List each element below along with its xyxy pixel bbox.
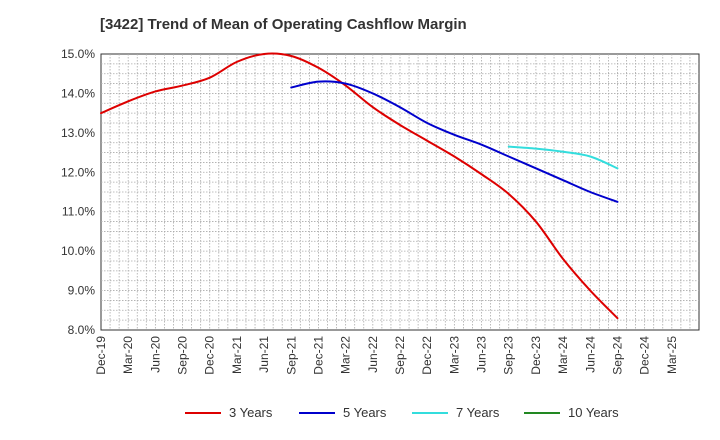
y-tick-label: 13.0% — [61, 126, 95, 140]
legend-swatch — [299, 411, 335, 414]
x-tick-label: Sep-20 — [176, 336, 190, 375]
series-line-7-years — [507, 145, 619, 170]
x-tick-label: Mar-22 — [339, 336, 353, 374]
chart-title: [3422] Trend of Mean of Operating Cashfl… — [100, 16, 467, 33]
legend-item-3-years: 3 Years — [185, 405, 272, 420]
x-tick-label: Mar-23 — [447, 336, 461, 374]
x-tick-label: Jun-20 — [148, 336, 162, 373]
legend-label: 10 Years — [568, 405, 619, 420]
x-tick-label: Sep-21 — [284, 336, 298, 375]
series-lines — [100, 52, 619, 320]
x-tick-label: Dec-23 — [529, 336, 543, 375]
x-tick-label: Sep-22 — [393, 336, 407, 375]
x-tick-label: Dec-21 — [311, 336, 325, 375]
y-tick-label: 15.0% — [61, 47, 95, 61]
legend-label: 7 Years — [456, 405, 500, 420]
axis-labels: 8.0% 9.0% 10.0% 11.0% 12.0% 13.0% 14.0% 15.0% De… — [61, 47, 679, 375]
x-tick-label: Mar-21 — [230, 336, 244, 374]
legend-item-7-years: 7 Years — [412, 405, 499, 420]
y-tick-label: 12.0% — [61, 165, 95, 179]
x-tick-label: Mar-25 — [665, 336, 679, 374]
y-tick-label: 11.0% — [62, 205, 95, 219]
x-tick-label: Mar-20 — [121, 336, 135, 374]
x-tick-label: Dec-19 — [94, 336, 108, 375]
legend-item-10-years: 10 Years — [524, 405, 619, 420]
legend-label: 5 Years — [343, 405, 387, 420]
y-tick-label: 14.0% — [61, 86, 95, 100]
legend-swatch — [524, 411, 560, 414]
y-tick-label: 8.0% — [68, 323, 96, 337]
legend-swatch — [412, 411, 448, 414]
legend-item-5-years: 5 Years — [299, 405, 386, 420]
legend-label: 3 Years — [229, 405, 273, 420]
y-tick-label: 9.0% — [68, 284, 96, 298]
series-line-3-years — [100, 52, 619, 320]
grid-lines — [101, 54, 699, 330]
x-tick-label: Mar-24 — [556, 336, 570, 374]
x-tick-label: Jun-24 — [583, 336, 597, 373]
legend: 3 Years 5 Years 7 Years 10 Years — [0, 405, 720, 425]
x-tick-label: Sep-24 — [610, 336, 624, 375]
x-tick-label: Jun-22 — [366, 336, 380, 373]
x-tick-label: Dec-24 — [638, 336, 652, 375]
legend-swatch — [185, 411, 221, 414]
y-tick-label: 10.0% — [61, 244, 95, 258]
x-tick-label: Jun-23 — [475, 336, 489, 373]
x-tick-label: Dec-22 — [420, 336, 434, 375]
x-tick-label: Dec-20 — [203, 336, 217, 375]
x-tick-label: Jun-21 — [257, 336, 271, 373]
x-tick-label: Sep-23 — [502, 336, 516, 375]
series-line-5-years — [290, 80, 619, 203]
